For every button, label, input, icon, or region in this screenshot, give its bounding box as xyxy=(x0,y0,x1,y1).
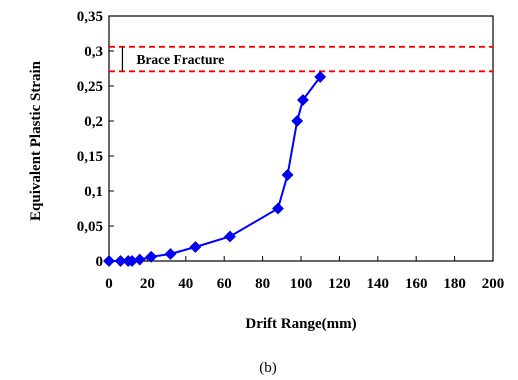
y-axis-title: Equivalent Plastic Strain xyxy=(28,60,44,221)
x-tick-label: 120 xyxy=(328,276,351,292)
data-point-marker xyxy=(103,255,115,267)
x-tick-label: 60 xyxy=(217,276,232,292)
x-tick-label: 160 xyxy=(405,276,428,292)
y-tick-label: 0,35 xyxy=(77,9,103,25)
y-tick-label: 0,15 xyxy=(77,149,103,165)
x-tick-label: 180 xyxy=(443,276,466,292)
y-tick-label: 0,3 xyxy=(84,44,103,60)
y-tick-label: 0,05 xyxy=(77,219,103,235)
x-tick-label: 200 xyxy=(482,276,505,292)
x-tick-label: 0 xyxy=(105,276,113,292)
data-point-marker xyxy=(164,248,177,260)
annotation: Brace Fracture xyxy=(121,46,224,72)
x-tick-label: 40 xyxy=(178,276,193,292)
data-point-marker xyxy=(314,70,327,83)
x-tick-label: 20 xyxy=(140,276,155,292)
data-point-marker xyxy=(291,115,304,127)
x-tick-label: 100 xyxy=(290,276,313,292)
data-point-marker xyxy=(272,202,284,215)
data-point-marker xyxy=(189,241,202,253)
figure-caption: (b) xyxy=(259,360,277,376)
data-point-marker xyxy=(224,230,236,243)
series-line xyxy=(109,76,322,262)
data-point-marker xyxy=(133,253,146,266)
tick-labels: 0 20 40 60 80 100 120 140 160 180 200 0 0,05 0,1 0,15 0… xyxy=(77,9,505,292)
series-group xyxy=(103,70,327,267)
y-tick-label: 0,1 xyxy=(84,184,103,200)
data-point-marker xyxy=(281,168,294,181)
reference-lines xyxy=(109,45,493,73)
y-tick-label: 0,25 xyxy=(77,79,103,95)
y-tick-label: 0 xyxy=(96,254,104,270)
x-axis-title: Drift Range(mm) xyxy=(245,316,356,332)
data-point-marker xyxy=(296,94,309,106)
x-tick-label: 80 xyxy=(255,276,270,292)
data-point-marker xyxy=(145,250,158,263)
x-tick-label: 140 xyxy=(367,276,390,292)
annotation-label: Brace Fracture xyxy=(136,52,224,67)
y-tick-label: 0,2 xyxy=(84,114,103,130)
